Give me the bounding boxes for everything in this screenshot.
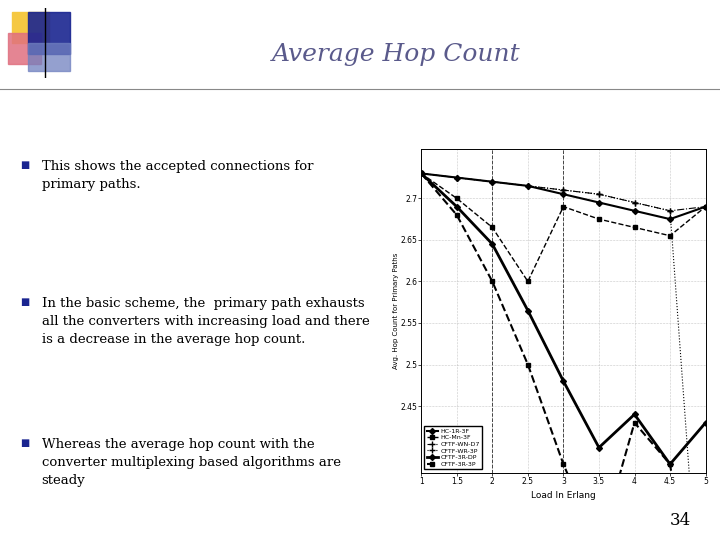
HC-1R-3F: [630, 207, 639, 214]
HC-1R-3F: [701, 204, 710, 210]
Line: CFTF-3R-3P: CFTF-3R-3P: [419, 171, 708, 540]
Line: HC-Mn-3F: HC-Mn-3F: [419, 171, 708, 284]
CFTF-3R-DP: [630, 411, 639, 417]
CFTF-3R-3P: [559, 461, 567, 468]
CFTF-WR-3P: [488, 179, 497, 185]
CFTF-WR-3P: [595, 191, 603, 198]
CFTF-WR-3P: [523, 183, 532, 189]
CFTF-WN-D7: [630, 199, 639, 206]
HC-Mn-3F: [630, 224, 639, 231]
CFTF-3R-DP: [666, 461, 675, 468]
CFTF-3R-DP: [417, 170, 426, 177]
CFTF-3R-3P: [488, 278, 497, 285]
CFTF-3R-3P: [452, 212, 461, 218]
Text: ■: ■: [20, 297, 30, 307]
CFTF-3R-DP: [523, 307, 532, 314]
HC-1R-3F: [595, 199, 603, 206]
Text: Average Hop Count: Average Hop Count: [271, 43, 521, 65]
HC-Mn-3F: [701, 204, 710, 210]
HC-1R-3F: [559, 191, 567, 198]
Text: ■: ■: [20, 438, 30, 448]
CFTF-3R-DP: [452, 204, 461, 210]
Line: HC-1R-3F: HC-1R-3F: [419, 171, 708, 221]
Line: CFTF-3R-DP: CFTF-3R-DP: [419, 171, 708, 466]
HC-Mn-3F: [559, 204, 567, 210]
Bar: [29, 43, 70, 71]
Line: CFTF-WN-D7: CFTF-WN-D7: [418, 171, 708, 214]
CFTF-WN-D7: [701, 204, 710, 210]
HC-Mn-3F: [452, 195, 461, 201]
Text: This shows the accepted connections for
primary paths.: This shows the accepted connections for …: [42, 160, 313, 191]
Bar: [29, 11, 70, 54]
CFTF-WN-D7: [488, 179, 497, 185]
CFTF-WN-D7: [595, 191, 603, 198]
X-axis label: Load In Erlang: Load In Erlang: [531, 491, 595, 500]
CFTF-WR-3P: [417, 170, 426, 177]
CFTF-WR-3P: [559, 187, 567, 193]
HC-Mn-3F: [488, 224, 497, 231]
HC-1R-3F: [452, 174, 461, 181]
Text: 34: 34: [670, 512, 691, 529]
HC-Mn-3F: [666, 233, 675, 239]
HC-1R-3F: [488, 179, 497, 185]
CFTF-3R-DP: [595, 444, 603, 451]
Bar: [8, 32, 41, 64]
HC-1R-3F: [523, 183, 532, 189]
CFTF-3R-3P: [630, 420, 639, 426]
HC-Mn-3F: [523, 278, 532, 285]
CFTF-3R-3P: [417, 170, 426, 177]
HC-1R-3F: [417, 170, 426, 177]
HC-Mn-3F: [417, 170, 426, 177]
CFTF-WR-3P: [630, 199, 639, 206]
CFTF-WR-3P: [452, 174, 461, 181]
HC-Mn-3F: [595, 216, 603, 222]
CFTF-3R-DP: [559, 378, 567, 384]
Y-axis label: Avg. Hop Count for Primary Paths: Avg. Hop Count for Primary Paths: [393, 252, 399, 369]
Bar: [12, 11, 49, 43]
HC-1R-3F: [666, 216, 675, 222]
Text: ■: ■: [20, 160, 30, 170]
Text: Whereas the average hop count with the
converter multiplexing based algorithms a: Whereas the average hop count with the c…: [42, 438, 341, 487]
CFTF-3R-3P: [523, 361, 532, 368]
Legend: HC-1R-3F, HC-Mn-3F, CFTF-WN-D7, CFTF-WR-3P, CFTF-3R-DP, CFTF-3R-3P: HC-1R-3F, HC-Mn-3F, CFTF-WN-D7, CFTF-WR-…: [424, 426, 482, 469]
CFTF-3R-DP: [701, 420, 710, 426]
CFTF-WN-D7: [417, 170, 426, 177]
Text: In the basic scheme, the  primary path exhausts
all the converters with increasi: In the basic scheme, the primary path ex…: [42, 297, 369, 346]
Line: CFTF-WR-3P: CFTF-WR-3P: [418, 171, 708, 540]
CFTF-WN-D7: [559, 187, 567, 193]
CFTF-WN-D7: [523, 183, 532, 189]
CFTF-WR-3P: [666, 207, 675, 214]
CFTF-3R-3P: [666, 461, 675, 468]
CFTF-WN-D7: [666, 207, 675, 214]
CFTF-3R-DP: [488, 241, 497, 247]
CFTF-WN-D7: [452, 174, 461, 181]
